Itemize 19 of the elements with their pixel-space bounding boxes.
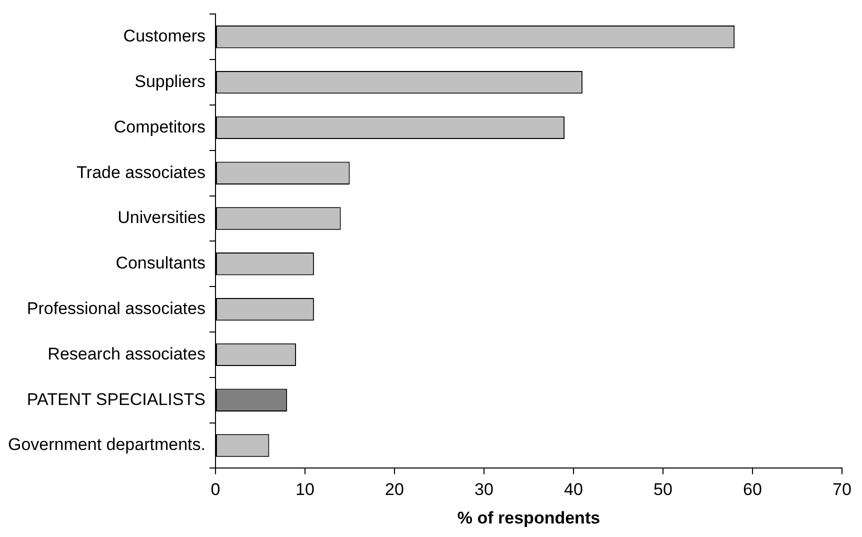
y-tick-label: Professional associates (26, 298, 206, 318)
x-tick-label: 60 (743, 480, 762, 500)
x-tick-label: 20 (385, 480, 404, 500)
y-tick-label: PATENT SPECIALISTS (26, 390, 206, 409)
y-tick-label: Suppliers (134, 72, 206, 91)
x-tick-label: 0 (210, 480, 220, 500)
y-tick-label: Competitors (114, 117, 206, 136)
x-axis-title: % of respondents (457, 508, 600, 528)
y-tick-label: Universities (118, 208, 206, 228)
x-tick-label: 30 (474, 480, 494, 500)
y-tick-label: Research associates (48, 344, 206, 364)
y-tick-label: Customers (123, 26, 206, 46)
x-tick-label: 40 (564, 480, 583, 500)
y-tick-label: Trade associates (76, 162, 206, 182)
x-tick-label: 50 (654, 480, 672, 500)
x-tick-label: 70 (832, 480, 852, 500)
y-tick-label: Government departments. (8, 435, 206, 454)
y-tick-label: Consultants (116, 254, 206, 273)
x-tick-label: 10 (296, 480, 314, 500)
